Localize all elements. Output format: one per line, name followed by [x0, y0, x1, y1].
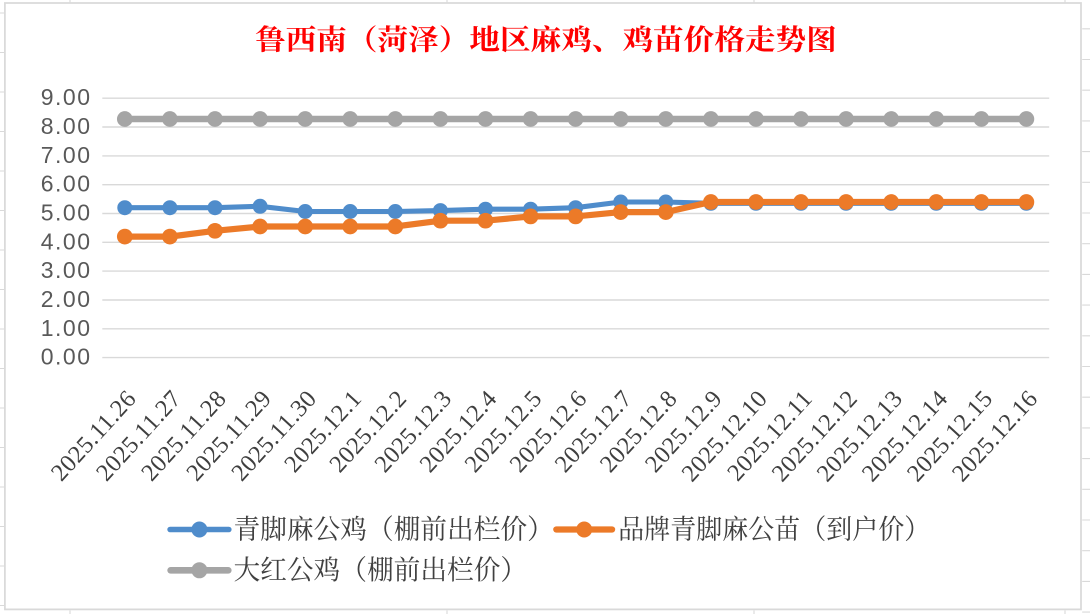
svg-text:2.00: 2.00 [41, 286, 92, 312]
svg-text:0.00: 0.00 [41, 344, 92, 370]
svg-text:8.00: 8.00 [41, 113, 92, 139]
svg-text:9.00: 9.00 [41, 84, 92, 110]
svg-text:7.00: 7.00 [41, 142, 92, 168]
svg-text:3.00: 3.00 [41, 257, 92, 283]
svg-text:1.00: 1.00 [41, 315, 92, 341]
svg-text:4.00: 4.00 [41, 228, 92, 254]
svg-text:5.00: 5.00 [41, 200, 92, 226]
svg-text:6.00: 6.00 [41, 171, 92, 197]
